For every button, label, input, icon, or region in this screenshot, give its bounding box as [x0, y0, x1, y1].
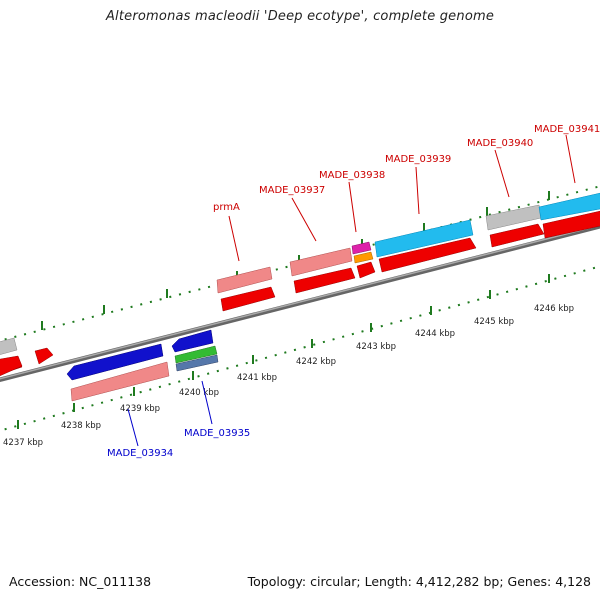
- genome-backbone: [0, 223, 600, 383]
- gene-label-MADE_03937: MADE_03937: [259, 185, 325, 196]
- gene-label-MADE_03935: MADE_03935: [184, 428, 250, 439]
- gene-MADE_03935-green: [174, 345, 218, 364]
- gene-label-MADE_03934: MADE_03934: [107, 448, 173, 459]
- label-leaders: [127, 134, 576, 447]
- forward-gene-labels: prmA MADE_03937 MADE_03938 MADE_03939 MA…: [213, 124, 600, 213]
- gene-MADE_03937: [289, 247, 353, 277]
- reverse-genes: [0, 329, 219, 402]
- gene-MADE_03934-blue: [66, 343, 164, 381]
- cds-MADE_03940: [489, 223, 545, 248]
- genome-backbone-highlight: [0, 224, 600, 380]
- lower-major-ticks: [17, 274, 550, 429]
- gene-MADE_03941: [538, 192, 600, 221]
- cds-MADE_03938: [356, 261, 376, 279]
- gene-label-MADE_03939: MADE_03939: [385, 154, 451, 165]
- scale-label-4241: 4241 kbp: [237, 373, 277, 383]
- accession-text: Accession: NC_011138: [9, 574, 152, 589]
- scale-label-4244: 4244 kbp: [415, 329, 455, 339]
- cds-prmA: [220, 286, 276, 312]
- genome-title: Alteromonas macleodii 'Deep ecotype', co…: [105, 9, 495, 24]
- scale-label-4240: 4240 kbp: [179, 388, 219, 398]
- cds-MADE_03941: [542, 210, 600, 239]
- gene-MADE_03938-orange: [353, 251, 374, 264]
- scale-label-4245: 4245 kbp: [474, 317, 514, 327]
- cds-red-small-left: [34, 347, 54, 365]
- gene-label-prmA: prmA: [213, 202, 240, 213]
- forward-genes: [0, 192, 600, 375]
- gene-label-MADE_03941: MADE_03941: [534, 124, 600, 135]
- gene-MADE_03939: [374, 219, 474, 258]
- gene-grey-left: [0, 337, 18, 355]
- gene-prmA: [216, 266, 273, 294]
- gene-label-MADE_03940: MADE_03940: [467, 138, 533, 149]
- cds-MADE_03939: [378, 237, 477, 273]
- scale-label-4242: 4242 kbp: [296, 357, 336, 367]
- cds-MADE_03937: [293, 267, 356, 294]
- gene-blue-small: [171, 329, 214, 353]
- reverse-gene-labels: MADE_03934 MADE_03935: [107, 428, 250, 459]
- scale-label-4246: 4246 kbp: [534, 304, 574, 314]
- gene-MADE_03935-steel: [175, 354, 219, 372]
- genome-summary-text: Topology: circular; Length: 4,412,282 bp…: [247, 574, 591, 589]
- gene-label-MADE_03938: MADE_03938: [319, 170, 385, 181]
- scale-label-4238: 4238 kbp: [61, 421, 101, 431]
- cds-red-lower-left: [0, 355, 23, 377]
- gene-MADE_03934-salmon: [70, 361, 170, 402]
- scale-labels: 4237 kbp 4238 kbp 4239 kbp 4240 kbp 4241…: [3, 304, 574, 448]
- scale-label-4243: 4243 kbp: [356, 342, 396, 352]
- scale-label-4239: 4239 kbp: [120, 404, 160, 414]
- scale-label-4237: 4237 kbp: [3, 438, 43, 448]
- gene-MADE_03938-magenta: [351, 241, 372, 255]
